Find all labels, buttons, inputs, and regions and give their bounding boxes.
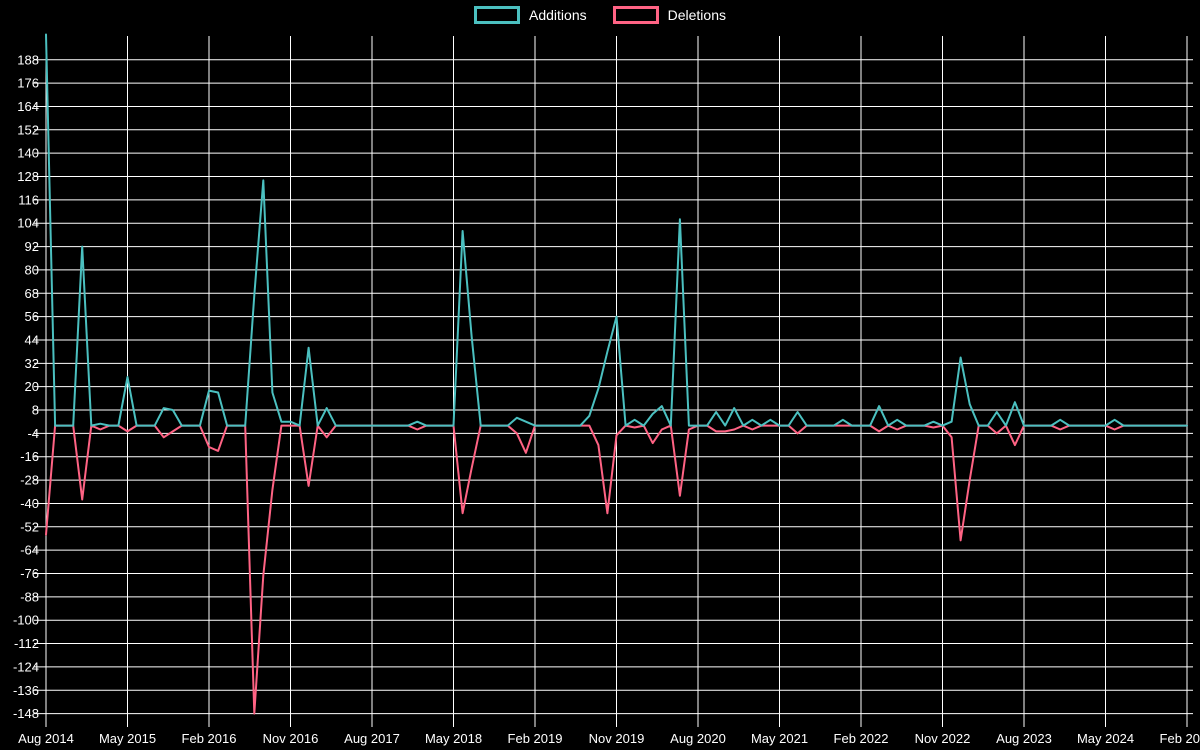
x-axis-tick-label: May 2015 <box>99 731 156 746</box>
x-axis-tick-label: Aug 2020 <box>670 731 726 746</box>
y-axis-tick-label: -28 <box>20 473 39 488</box>
x-axis-tick-label: Nov 2022 <box>915 731 971 746</box>
legend-label-deletions: Deletions <box>667 7 726 23</box>
additions-swatch-icon <box>474 6 521 24</box>
x-axis-tick-label: Aug 2023 <box>996 731 1052 746</box>
y-axis-tick-label: 164 <box>17 99 39 114</box>
y-axis-tick-label: -64 <box>20 543 39 558</box>
y-axis-tick-label: 8 <box>32 403 39 418</box>
y-axis-tick-label: 140 <box>17 146 39 161</box>
y-axis-tick-label: 56 <box>25 309 39 324</box>
y-axis-tick-label: -112 <box>14 636 39 651</box>
y-axis-tick-label: -40 <box>20 496 39 511</box>
legend-item-additions[interactable]: Additions <box>474 6 587 24</box>
y-axis-tick-label: 68 <box>25 286 39 301</box>
y-axis-tick-label: 20 <box>25 379 39 394</box>
y-axis-tick-label: 116 <box>18 192 39 207</box>
y-axis-tick-label: 188 <box>17 52 39 67</box>
y-axis-tick-label: 176 <box>17 76 39 91</box>
additions-series-line <box>45 33 1188 427</box>
y-axis-tick-label: 80 <box>25 262 39 277</box>
y-axis-tick-label: 92 <box>25 239 39 254</box>
y-axis-tick-label: 128 <box>17 169 39 184</box>
x-axis-tick-label: Feb 2022 <box>834 731 889 746</box>
x-axis-tick-label: May 2024 <box>1077 731 1134 746</box>
x-axis-tick-label: May 2021 <box>751 731 808 746</box>
y-axis-tick-label: 152 <box>17 122 39 137</box>
y-axis-tick-label: 32 <box>25 356 39 371</box>
y-axis-tick-label: -16 <box>20 449 39 464</box>
x-axis-tick-label: Aug 2014 <box>18 731 74 746</box>
legend-item-deletions[interactable]: Deletions <box>612 6 726 24</box>
y-axis-tick-label: -88 <box>20 589 39 604</box>
y-axis-tick-label: -52 <box>20 519 39 534</box>
deletions-swatch-icon <box>612 6 659 24</box>
x-axis-tick-label: Aug 2017 <box>344 731 400 746</box>
legend-label-additions: Additions <box>529 7 587 23</box>
x-axis-tick-label: Nov 2016 <box>263 731 319 746</box>
chart-legend: Additions Deletions <box>0 6 1200 24</box>
y-axis-tick-label: -136 <box>13 683 39 698</box>
x-axis-tick-label: Feb 2025 <box>1160 731 1200 746</box>
y-axis-tick-label: -148 <box>13 706 39 721</box>
y-axis-tick-label: -100 <box>13 613 39 628</box>
y-axis-tick-label: -4 <box>27 426 39 441</box>
x-axis-tick-label: Nov 2019 <box>589 731 645 746</box>
x-axis-tick-label: May 2018 <box>425 731 482 746</box>
y-axis-tick-label: -76 <box>20 566 39 581</box>
y-axis-tick-label: -124 <box>13 659 39 674</box>
y-axis-tick-label: 44 <box>25 332 39 347</box>
x-axis-tick-label: Feb 2016 <box>182 731 237 746</box>
x-axis-tick-label: Feb 2019 <box>508 731 563 746</box>
y-axis-tick-label: 104 <box>17 216 39 231</box>
